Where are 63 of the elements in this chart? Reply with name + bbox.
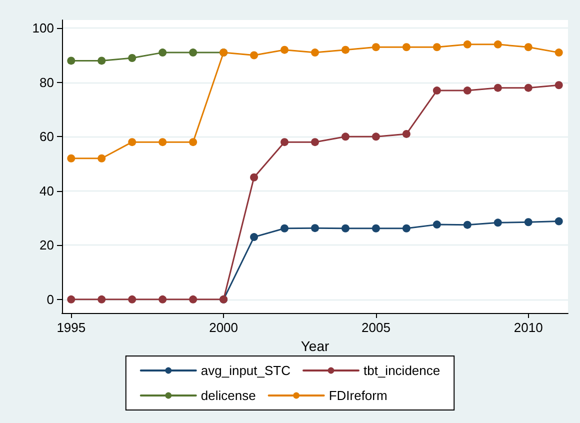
point bbox=[494, 84, 502, 92]
y-tick-label: 0 bbox=[46, 292, 54, 307]
point bbox=[341, 224, 350, 232]
point bbox=[402, 43, 410, 52]
point bbox=[494, 218, 502, 227]
point bbox=[524, 43, 532, 52]
point bbox=[280, 224, 289, 232]
point bbox=[67, 295, 76, 304]
point bbox=[280, 138, 289, 146]
point bbox=[463, 220, 472, 229]
y-tick-label: 20 bbox=[40, 238, 54, 253]
y-tick-label: 40 bbox=[40, 183, 54, 198]
point bbox=[524, 218, 532, 226]
point bbox=[67, 56, 76, 65]
point bbox=[311, 224, 319, 232]
point bbox=[311, 48, 319, 57]
x-axis-title: Year bbox=[300, 338, 330, 354]
point bbox=[463, 40, 472, 48]
point bbox=[463, 86, 472, 95]
point bbox=[67, 154, 76, 162]
point bbox=[128, 138, 136, 146]
point bbox=[311, 138, 319, 146]
legend-label: delicense bbox=[200, 388, 256, 403]
point bbox=[98, 295, 106, 304]
point bbox=[128, 54, 136, 62]
x-tick-label: 2000 bbox=[209, 320, 238, 335]
point bbox=[250, 51, 258, 60]
point bbox=[402, 224, 410, 232]
legend-label: avg_input_STC bbox=[200, 363, 291, 378]
point bbox=[189, 48, 198, 57]
x-tick-label: 1995 bbox=[56, 320, 86, 335]
legend-label: tbt_incidence bbox=[364, 363, 440, 378]
point bbox=[189, 295, 198, 304]
point bbox=[402, 130, 410, 138]
point bbox=[554, 217, 563, 226]
point bbox=[280, 46, 289, 54]
point bbox=[341, 132, 350, 141]
point bbox=[341, 46, 350, 54]
point bbox=[128, 295, 136, 304]
y-tick-label: 80 bbox=[40, 74, 54, 90]
x-tick-label: 2010 bbox=[514, 320, 543, 335]
point bbox=[524, 84, 532, 92]
point bbox=[189, 138, 198, 146]
point bbox=[250, 173, 258, 182]
point bbox=[250, 233, 258, 242]
point bbox=[98, 56, 106, 65]
point bbox=[158, 138, 167, 146]
point bbox=[554, 81, 563, 90]
point bbox=[432, 220, 441, 229]
point bbox=[158, 295, 167, 304]
x-tick-label: 2005 bbox=[362, 320, 390, 335]
point bbox=[372, 132, 380, 141]
point bbox=[432, 86, 441, 95]
point bbox=[494, 40, 502, 48]
point bbox=[432, 43, 441, 52]
y-tick-label: 100 bbox=[32, 20, 54, 36]
point bbox=[158, 48, 167, 57]
point bbox=[98, 154, 106, 162]
point bbox=[372, 224, 380, 232]
point bbox=[372, 43, 380, 52]
y-tick-label: 60 bbox=[40, 129, 54, 144]
legend-label: FDIreform bbox=[328, 388, 388, 403]
point bbox=[554, 48, 563, 57]
